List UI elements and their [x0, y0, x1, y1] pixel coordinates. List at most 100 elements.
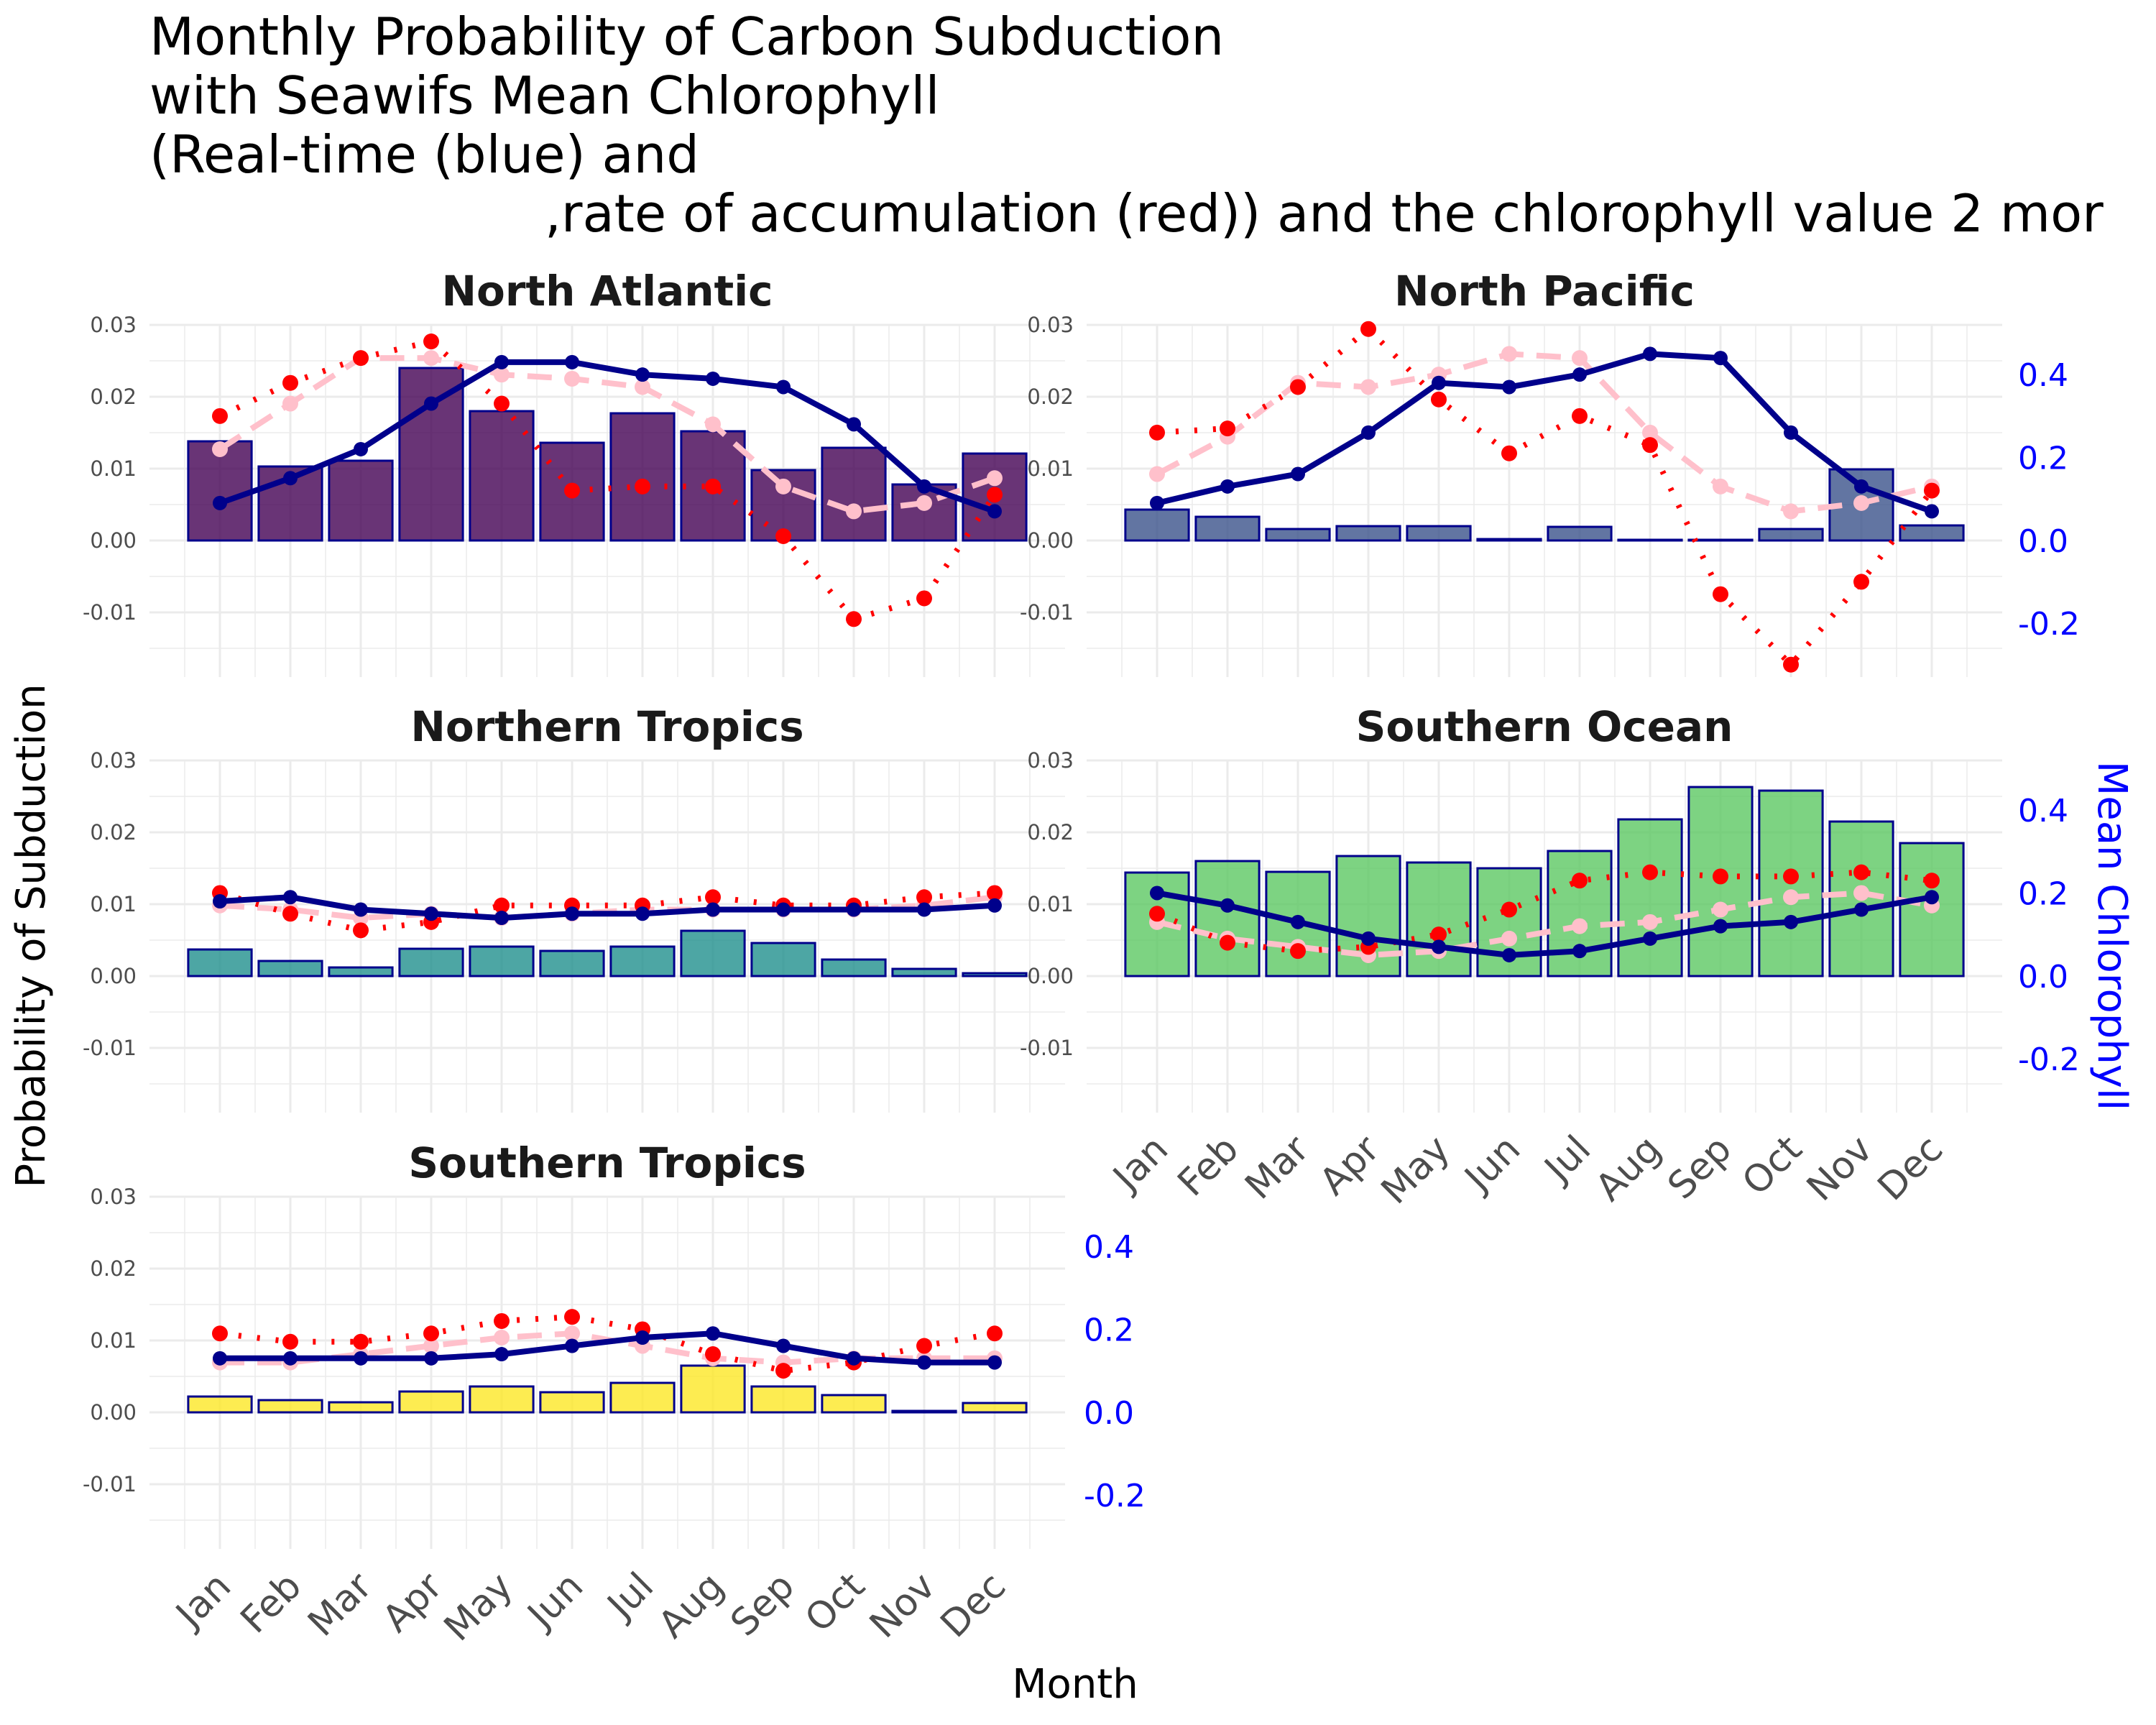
bar-aug	[680, 929, 746, 978]
chlorophyll-realtime-point	[847, 1351, 861, 1366]
y-tick-label: 0.00	[90, 1400, 137, 1425]
y-tick-label: 0.01	[1027, 456, 1074, 481]
rate-of-accumulation-point	[1783, 868, 1799, 885]
bar-apr	[398, 1390, 464, 1414]
chlorophyll-realtime-point	[1432, 939, 1446, 954]
chlorophyll-realtime-point	[987, 1355, 1002, 1370]
rate-of-accumulation-point	[916, 889, 932, 906]
x-tick-label-oct: Oct	[1734, 1128, 1810, 1204]
chlorophyll-realtime-point	[1361, 425, 1376, 440]
chlorophyll-realtime-point	[565, 1338, 579, 1353]
rate-of-accumulation-point	[846, 611, 862, 627]
rate-of-accumulation-point	[1783, 656, 1799, 673]
y2-tick-label: 0.2	[2018, 440, 2068, 477]
bar-oct	[1758, 528, 1824, 542]
rate-of-accumulation-point	[1572, 408, 1588, 424]
chlorophyll-realtime-point	[213, 495, 227, 510]
rate-of-accumulation-point	[1572, 873, 1588, 889]
bar-jun	[539, 1391, 605, 1414]
chlorophyll-2-months-point	[423, 350, 439, 367]
rate-of-accumulation-point	[1431, 391, 1447, 408]
chlorophyll-realtime-point	[494, 911, 509, 926]
rate-of-accumulation-point	[1642, 864, 1658, 880]
x-tick-label-dec: Dec	[933, 1565, 1015, 1647]
chlorophyll-2-months-point	[1501, 930, 1517, 947]
rate-of-accumulation-point	[1360, 321, 1376, 337]
chlorophyll-realtime-point	[424, 396, 438, 411]
bar-jul	[609, 1381, 676, 1414]
y-tick-label: 0.01	[1027, 892, 1074, 916]
rate-of-accumulation-point	[212, 1325, 228, 1342]
rate-of-accumulation-point	[705, 889, 721, 906]
chlorophyll-2-months-point	[1149, 466, 1165, 482]
chlorophyll-realtime-point	[565, 354, 579, 369]
chlorophyll-realtime-point	[987, 898, 1002, 913]
rate-of-accumulation-point	[1642, 437, 1658, 454]
y-axis-title: Probability of Subduction	[8, 684, 55, 1187]
rate-of-accumulation-point	[282, 374, 298, 391]
y2-tick-label: 0.0	[2018, 523, 2068, 560]
facet-title: Southern Tropics	[408, 1138, 806, 1187]
chlorophyll-2-months-point	[494, 367, 510, 383]
y-tick-label: 0.00	[1027, 964, 1074, 988]
chlorophyll-2-months-point	[494, 1330, 510, 1346]
facet-title: Southern Ocean	[1356, 702, 1733, 751]
rate-of-accumulation-point	[564, 482, 580, 499]
x-tick-label-mar: Mar	[1237, 1127, 1317, 1208]
chlorophyll-realtime-point	[283, 1351, 298, 1366]
bar-oct	[821, 1394, 887, 1414]
y-tick-label: 0.02	[1027, 385, 1074, 409]
chlorophyll-2-months-point	[1572, 918, 1588, 934]
rate-of-accumulation-point	[494, 897, 510, 914]
bar-dec	[1899, 524, 1965, 542]
y2-tick-label: -0.2	[2018, 606, 2080, 643]
bar-may	[469, 1385, 535, 1414]
y-tick-label: 0.00	[90, 964, 137, 988]
chlorophyll-realtime-point	[1572, 944, 1587, 959]
bar-jul	[609, 945, 676, 978]
chlorophyll-realtime-point	[776, 380, 791, 395]
y-tick-label: 0.03	[1027, 313, 1074, 337]
chlorophyll-2-months-point	[1853, 494, 1869, 511]
rate-of-accumulation-point	[1924, 873, 1940, 889]
bar-mar	[1265, 528, 1331, 542]
bar-sep	[750, 942, 816, 978]
rate-of-accumulation-point	[635, 478, 650, 494]
rate-of-accumulation-point	[1924, 482, 1940, 499]
x-tick-label-feb: Feb	[233, 1565, 310, 1642]
facet-panel-0: North Atlantic 0.03 0.02 0.01 0.00 -0.01	[83, 267, 1065, 677]
x-tick-label-feb: Feb	[1170, 1128, 1248, 1205]
chlorophyll-2-months-point	[423, 1338, 439, 1354]
y2-axis-title: Mean Chlorophyll	[2088, 761, 2135, 1110]
rate-of-accumulation-point	[916, 590, 932, 607]
bar-mar	[328, 459, 394, 542]
rate-of-accumulation-point	[987, 1325, 1003, 1342]
bar-jul	[609, 412, 676, 542]
bar-feb	[1194, 515, 1261, 542]
y-tick-label: 0.02	[90, 1256, 137, 1281]
chlorophyll-realtime-line	[1156, 890, 1932, 958]
y-tick-label: 0.00	[1027, 528, 1074, 553]
y-tick-label: -0.01	[83, 1472, 137, 1496]
x-tick-label-jun: Jun	[518, 1565, 591, 1638]
chlorophyll-realtime-point	[1150, 886, 1164, 901]
rate-of-accumulation-point	[1290, 943, 1306, 960]
rate-of-accumulation-point	[1149, 424, 1165, 441]
chlorophyll-2-months-line	[1156, 351, 1932, 515]
y2-tick-label: 0.2	[1084, 1312, 1134, 1348]
bar-aug	[1617, 818, 1683, 978]
y2-tick-label: 0.2	[2018, 875, 2068, 912]
chlorophyll-realtime-point	[354, 1351, 368, 1366]
rate-of-accumulation-point	[987, 885, 1003, 901]
chlorophyll-realtime-point	[1713, 919, 1728, 934]
y2-tick-label: 0.0	[1084, 1395, 1134, 1432]
rate-of-accumulation-point	[775, 528, 791, 544]
bar-aug	[680, 1364, 746, 1414]
y-tick-label: 0.01	[90, 892, 137, 916]
bar-feb	[1194, 860, 1261, 978]
x-tick-label-nov: Nov	[1799, 1128, 1881, 1210]
chlorophyll-realtime-point	[213, 1351, 227, 1366]
chlorophyll-realtime-point	[283, 471, 298, 486]
bar-mar	[328, 966, 394, 978]
